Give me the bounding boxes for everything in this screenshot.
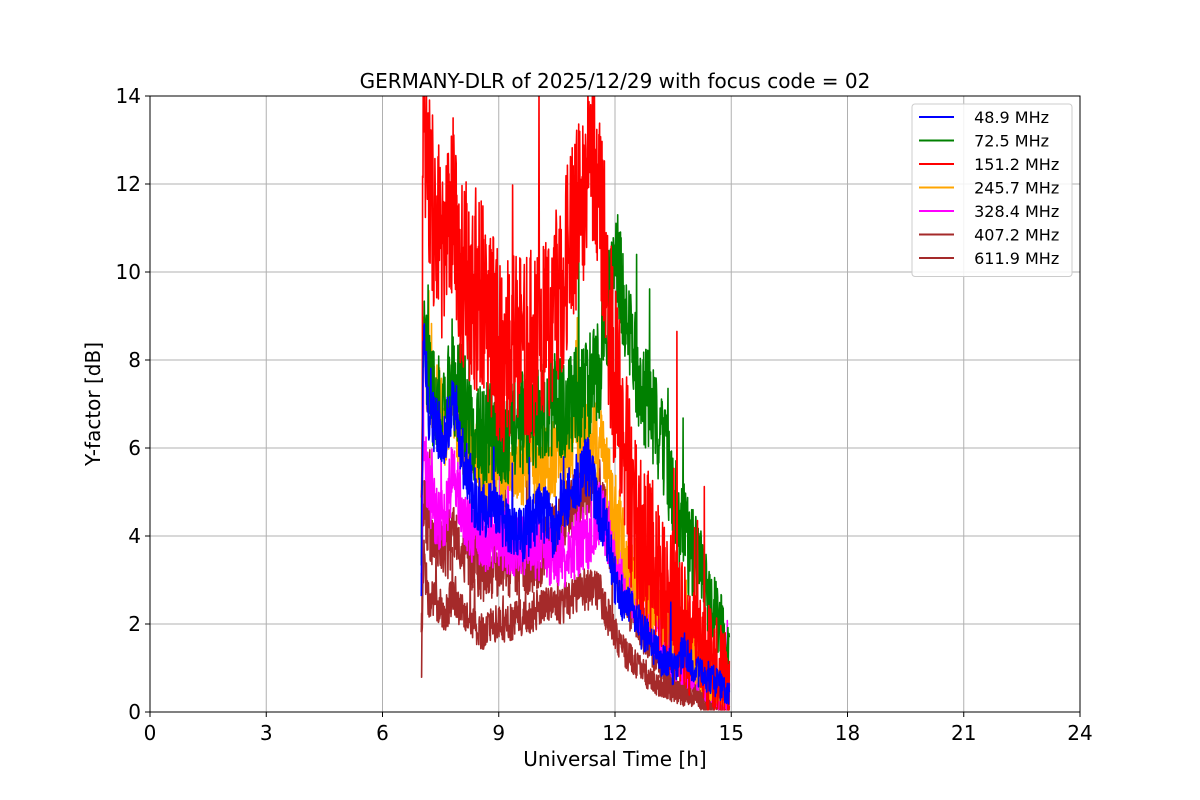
- x-tick-label: 3: [260, 721, 273, 745]
- y-tick-label: 10: [116, 260, 141, 284]
- x-tick-label: 12: [602, 721, 627, 745]
- y-tick-label: 14: [116, 84, 141, 108]
- x-tick-label: 0: [144, 721, 157, 745]
- y-tick-label: 0: [128, 700, 141, 724]
- legend: 48.9 MHz 72.5 MHz 151.2 MHz 245.7 MHz 32…: [911, 103, 1073, 277]
- x-tick-label: 24: [1067, 721, 1092, 745]
- x-tick-label: 9: [492, 721, 505, 745]
- legend-label: 72.5 MHz: [969, 132, 1049, 151]
- y-tick-label: 2: [128, 612, 141, 636]
- legend-label: 611.9 MHz: [969, 249, 1059, 268]
- y-tick-label: 8: [128, 348, 141, 372]
- x-tick-label: 6: [376, 721, 389, 745]
- y-tick-label: 4: [128, 524, 141, 548]
- y-tick-label: 12: [116, 172, 141, 196]
- legend-label: 151.2 MHz: [969, 155, 1059, 174]
- legend-label: 48.9 MHz: [969, 108, 1049, 127]
- x-tick-label: 18: [835, 721, 860, 745]
- x-tick-label: 21: [951, 721, 976, 745]
- x-tick-label: 15: [719, 721, 744, 745]
- chart-title: GERMANY-DLR of 2025/12/29 with focus cod…: [360, 69, 871, 93]
- series-line: [420, 323, 731, 705]
- legend-label: 328.4 MHz: [969, 202, 1059, 221]
- legend-label: 407.2 MHz: [969, 226, 1059, 245]
- legend-box: [911, 103, 1073, 277]
- x-axis-label: Universal Time [h]: [523, 747, 706, 771]
- y-tick-label: 6: [128, 436, 141, 460]
- plot-series: [420, 96, 731, 711]
- legend-label: 245.7 MHz: [969, 179, 1059, 198]
- y-axis-label: Y-factor [dB]: [81, 342, 105, 467]
